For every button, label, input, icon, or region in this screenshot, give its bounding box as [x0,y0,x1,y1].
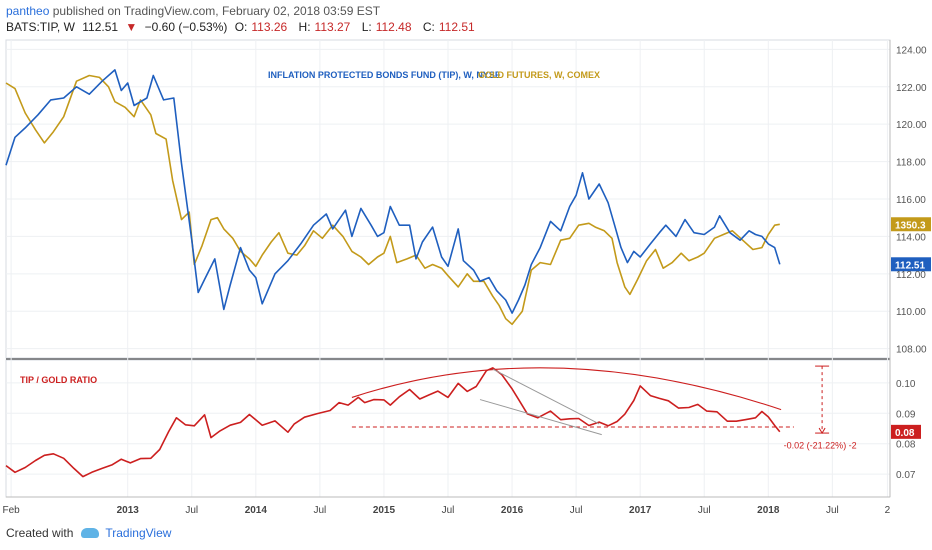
wedge-lower-line [479,399,602,436]
x-tick-label: 2014 [245,505,268,516]
x-tick-label: Jul [698,505,711,516]
tradingview-logo-icon [81,528,100,538]
footer: Created with TradingView [6,526,171,540]
x-tick-label: Jul [442,505,455,516]
gold-price-label: 1350.3 [895,220,926,231]
legend-gold: GOLD FUTURES, W, COMEX [478,70,600,80]
x-tick-label: 2013 [117,505,140,516]
upper-y-tick-label: 112.00 [896,270,926,281]
measure-arrow-icon [818,427,826,435]
upper-y-tick-label: 124.00 [896,45,927,56]
upper-y-tick-label: 122.00 [896,83,927,94]
upper-y-tick-label: 114.00 [896,232,926,243]
lower-y-tick-label: 0.07 [896,470,916,481]
price-change: −0.60 (−0.53%) [144,20,228,34]
ohlc-high: H: 113.27 [298,20,351,34]
publish-text: published on TradingView.com, February 0… [52,4,381,18]
ratio-line [5,367,781,478]
ohlc-low: L: 112.48 [361,20,412,34]
publish-info: pantheo published on TradingView.com, Fe… [6,4,380,18]
symbol-info-bar: BATS:TIP, W 112.51 ▼ −0.60 (−0.53%) O: 11… [6,20,483,34]
x-tick-label: 2016 [501,505,524,516]
x-tick-label: Jul [570,505,583,516]
gold-price-tag [891,217,931,232]
tip-price-tag [891,257,931,272]
lower-y-tick-label: 0.08 [896,440,916,451]
ohlc-open: O: 113.26 [234,20,288,34]
x-tick-label: Jul [826,505,839,516]
upper-y-tick-label: 116.00 [896,195,926,206]
arc-annotation [351,367,782,411]
wedge-upper-line [492,368,600,425]
author-link[interactable]: pantheo [6,4,50,18]
down-arrow-icon: ▼ [125,20,138,34]
measure-label: -0.02 (-21.22%) -2 [784,440,857,450]
tip-line [5,69,781,314]
x-tick-label: 2015 [373,505,396,516]
ratio-title: TIP / GOLD RATIO [20,375,97,385]
upper-y-tick-label: 120.00 [896,120,927,131]
x-tick-label: Feb [3,505,21,516]
ohlc-close: C: 112.51 [422,20,475,34]
symbol-label[interactable]: BATS:TIP, W [6,20,75,34]
upper-y-tick-label: 108.00 [896,345,927,356]
x-tick-label: Jul [313,505,326,516]
upper-y-tick-label: 118.00 [896,158,926,169]
last-price: 112.51 [82,20,119,34]
legend-tip: INFLATION PROTECTED BONDS FUND (TIP), W,… [268,70,501,80]
lower-y-tick-label: 0.10 [896,379,916,390]
lower-y-tick-label: 0.09 [896,409,916,420]
x-tick-label: 2017 [629,505,652,516]
gold-futures-line [5,74,780,326]
upper-y-tick-label: 110.00 [896,307,926,318]
tradingview-brand-link[interactable]: TradingView [105,526,172,540]
x-tick-label: Jul [185,505,198,516]
x-tick-label: 2018 [757,505,780,516]
ratio-price-tag [891,424,921,439]
created-with-text: Created with [6,526,74,540]
tip-price-label: 112.51 [895,260,925,271]
ratio-price-label: 0.08 [895,428,915,439]
x-tick-label: 2 [885,505,891,516]
